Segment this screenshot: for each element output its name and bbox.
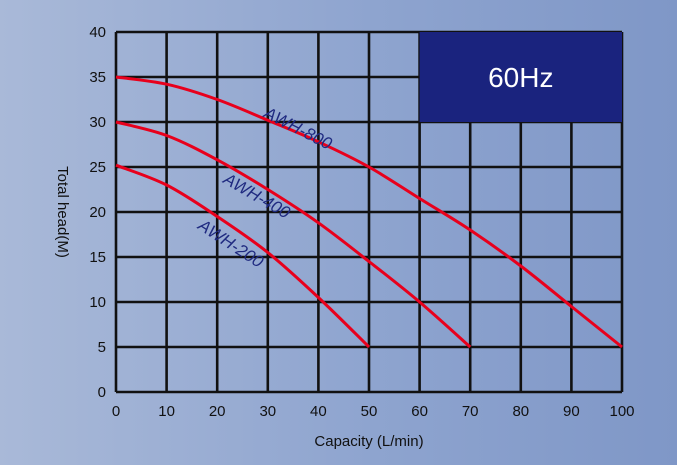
frequency-badge-label: 60Hz (488, 62, 553, 93)
x-axis-title: Capacity (L/min) (314, 433, 423, 450)
frequency-badge (419, 32, 622, 122)
x-tick-label: 10 (158, 403, 175, 420)
x-tick-label: 70 (462, 403, 479, 420)
curve-label-awh-800: AWH-800 (260, 103, 335, 154)
x-tick-label: 0 (112, 403, 120, 420)
x-tick-label: 20 (209, 403, 226, 420)
curve-awh-800 (115, 75, 623, 349)
curve-awh-400 (115, 120, 472, 349)
curve-awh-200 (115, 163, 371, 349)
curve-label-awh-400: AWH-400 (219, 169, 293, 223)
y-tick-label: 35 (89, 69, 106, 86)
x-tick-label: 100 (609, 403, 634, 420)
x-tick-label: 60 (411, 403, 428, 420)
x-axis-ticks: 0 10 20 30 40 50 60 70 80 90 100 (112, 403, 635, 420)
x-tick-label: 30 (259, 403, 276, 420)
y-tick-label: 25 (89, 159, 106, 176)
x-tick-label: 90 (563, 403, 580, 420)
x-tick-label: 40 (310, 403, 327, 420)
y-tick-label: 10 (89, 294, 106, 311)
y-tick-label: 20 (89, 204, 106, 221)
y-tick-label: 5 (98, 339, 106, 356)
y-axis-title: Total head(M) (54, 166, 71, 258)
y-tick-label: 0 (98, 384, 106, 401)
x-tick-label: 80 (512, 403, 529, 420)
y-tick-label: 40 (89, 24, 106, 41)
curves (115, 75, 623, 349)
y-axis-ticks: 0 5 10 15 20 25 30 35 40 (89, 24, 106, 401)
y-tick-label: 30 (89, 114, 106, 131)
y-tick-label: 15 (89, 249, 106, 266)
x-tick-label: 50 (361, 403, 378, 420)
